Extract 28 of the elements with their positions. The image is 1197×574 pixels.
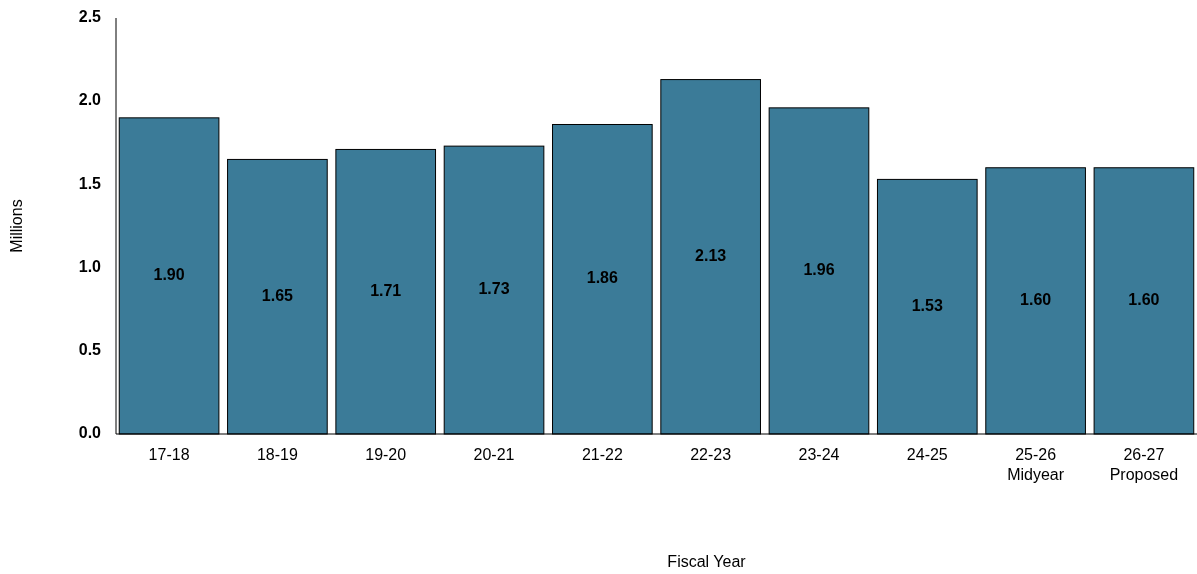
x-tick-label: 26-27 Proposed [1109,446,1179,483]
data-label: 1.90 [153,266,185,284]
x-tick-label: 21-22 [581,446,623,463]
data-label: 1.60 [1020,291,1052,309]
data-label: 1.96 [803,261,835,279]
y-tick-label: 1.5 [78,174,102,192]
y-tick-label: 2.0 [78,91,102,109]
data-label: 1.73 [478,280,510,298]
data-label: 2.13 [695,247,727,265]
x-tick-label: 22-23 [690,446,732,463]
x-tick-label: 25-26 Midyear [1007,446,1065,483]
x-tick-label: 20-21 [473,446,515,463]
y-tick-label: 1.0 [78,257,102,275]
x-tick-label: 17-18 [148,446,190,463]
x-tick-label: 23-24 [798,446,840,463]
y-tick-label: 2.5 [78,8,102,26]
data-label: 1.65 [261,286,294,304]
x-tick-label: 18-19 [256,446,298,463]
y-tick-label: 0.5 [78,341,102,359]
y-tick-label: 0.0 [78,424,102,442]
y-axis-title: Millions [8,199,25,253]
x-tick-label: 19-20 [365,446,407,463]
x-axis-title: Fiscal Year [667,553,747,570]
data-label: 1.60 [1128,291,1160,309]
data-label: 1.86 [586,269,619,287]
data-label: 1.71 [370,281,402,299]
x-tick-label: 24-25 [906,446,948,463]
data-label: 1.53 [911,296,943,314]
